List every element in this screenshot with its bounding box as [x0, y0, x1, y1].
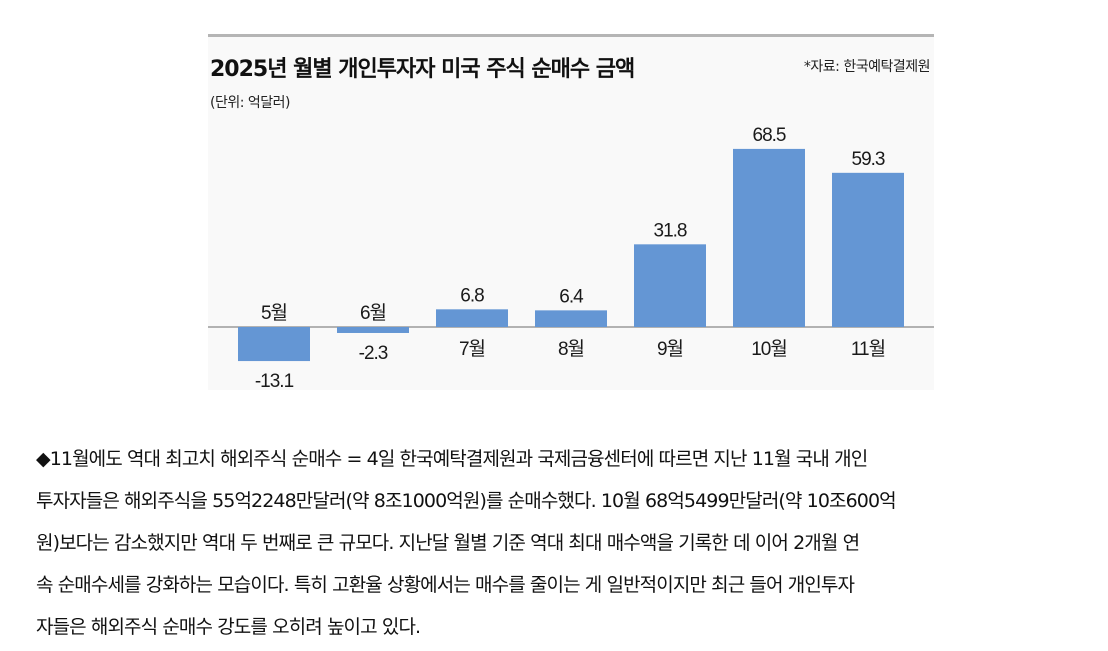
data-label: 31.8	[654, 220, 687, 241]
bar-10월	[733, 148, 805, 327]
data-label: 59.3	[852, 149, 885, 170]
bar-8월	[535, 310, 607, 327]
bar-9월	[634, 244, 706, 327]
article-line: 속 순매수세를 강화하는 모습이다. 특히 고환율 상황에서는 매수를 줄이는 …	[36, 574, 855, 596]
tick-label: 11월	[851, 338, 885, 360]
chart-card: 2025년 월별 개인투자자 미국 주식 순매수 금액 *자료: 한국예탁결제원…	[208, 34, 934, 390]
bar-6월	[337, 327, 409, 333]
data-label: -13.1	[255, 371, 294, 390]
tick-label: 8월	[558, 338, 584, 360]
data-label: 6.4	[559, 286, 584, 307]
bar-7월	[436, 309, 508, 327]
article-body: ◆11월에도 역대 최고치 해외주식 순매수 = 4일 한국예탁결제원과 국제금…	[36, 438, 1102, 648]
article-line: ◆11월에도 역대 최고치 해외주식 순매수 = 4일 한국예탁결제원과 국제금…	[36, 448, 868, 470]
article-line: 자들은 해외주식 순매수 강도를 오히려 높이고 있다.	[36, 616, 421, 638]
tick-label: 6월	[360, 302, 386, 324]
bar-11월	[832, 172, 904, 327]
tick-label: 5월	[261, 302, 287, 324]
chart-top-rule	[208, 34, 934, 37]
bar-chart: -13.1 5월 -2.3 6월 6.8 7월 6.4 8월 31.8 9월 68.5 10월 59.3…	[208, 125, 934, 390]
chart-unit-label: (단위: 억달러)	[210, 95, 291, 111]
tick-label: 10월	[751, 338, 787, 360]
article-line: 투자자들은 해외주식을 55억2248만달러(약 8조1000억원)를 순매수했…	[36, 490, 897, 512]
data-label: 68.5	[753, 125, 786, 146]
tick-label: 9월	[657, 338, 683, 360]
tick-label: 7월	[459, 338, 485, 360]
bar-5월	[238, 327, 310, 362]
article-line: 원)보다는 감소했지만 역대 두 번째로 큰 규모다. 지난달 월별 기준 역대…	[36, 532, 860, 554]
data-label: 6.8	[460, 285, 484, 306]
chart-source: *자료: 한국예탁결제원	[803, 59, 931, 75]
chart-title: 2025년 월별 개인투자자 미국 주식 순매수 금액	[210, 57, 635, 82]
data-label: -2.3	[359, 343, 388, 364]
